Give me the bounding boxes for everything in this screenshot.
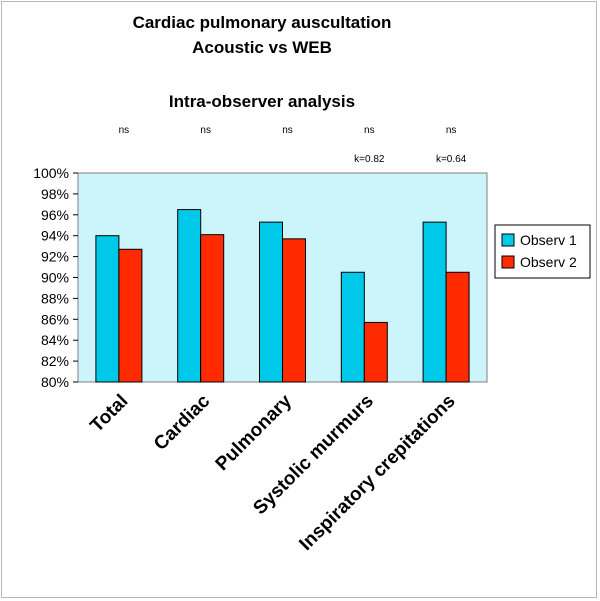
y-tick-label: 88% xyxy=(41,290,69,306)
legend-label-observ-2: Observ 2 xyxy=(520,254,577,270)
y-tick-label: 96% xyxy=(41,207,69,223)
bar-observ-2-inspiratory-crepitations xyxy=(445,271,470,383)
bar-observ-2-total xyxy=(118,248,143,383)
kappa-label: k=0.64 xyxy=(436,154,467,165)
kappa-label: k=0.82 xyxy=(354,154,385,165)
legend-label-observ-1: Observ 1 xyxy=(520,232,577,248)
x-tick-label-pulmonary: Pulmonary xyxy=(212,390,297,475)
bar-observ-1-inspiratory-crepitations xyxy=(422,221,447,383)
x-tick-label-inspiratory-crepitations: Inspiratory crepitations xyxy=(295,391,459,555)
legend-swatch-observ-2 xyxy=(501,255,515,269)
bar-observ-2-cardiac xyxy=(200,234,225,383)
annotations-group: ns ns ns ns k=0.82 ns k=0.64 xyxy=(119,125,467,165)
bar-observ-2-pulmonary xyxy=(282,238,306,383)
significance-label: ns xyxy=(119,125,130,136)
legend: Observ 1 Observ 2 xyxy=(494,224,591,279)
bar-observ-1-total xyxy=(95,235,120,383)
bar-observ-1-cardiac xyxy=(177,209,202,383)
chart-subtitle: Intra-observer analysis xyxy=(169,92,355,111)
significance-label: ns xyxy=(282,125,293,136)
y-tick-label: 80% xyxy=(41,374,69,390)
legend-swatch-observ-1 xyxy=(501,233,515,247)
chart-title-line1: Cardiac pulmonary auscultation xyxy=(133,13,392,32)
y-tick-label: 82% xyxy=(41,353,69,369)
bar-observ-2-systolic-murmurs xyxy=(363,321,388,383)
x-tick-label-total: Total xyxy=(86,391,132,437)
significance-label: ns xyxy=(446,125,457,136)
y-tick-label: 84% xyxy=(41,332,69,348)
x-tick-label-cardiac: Cardiac xyxy=(150,390,214,454)
y-tick-label: 92% xyxy=(41,249,69,265)
y-tick-label: 94% xyxy=(41,228,69,244)
y-tick-label: 90% xyxy=(41,270,69,286)
bars-group xyxy=(95,209,470,383)
y-axis: 80% 82% 84% 86% 88% 90% 92% 94% 96% 98% 100% xyxy=(33,165,78,390)
y-tick-label: 86% xyxy=(41,311,69,327)
significance-label: ns xyxy=(200,125,211,136)
y-tick-label: 100% xyxy=(33,165,69,181)
significance-label: ns xyxy=(364,125,375,136)
y-tick-label: 98% xyxy=(41,186,69,202)
bar-observ-1-systolic-murmurs xyxy=(340,271,365,383)
bar-observ-1-pulmonary xyxy=(259,221,283,383)
chart-title-line2: Acoustic vs WEB xyxy=(192,38,332,57)
